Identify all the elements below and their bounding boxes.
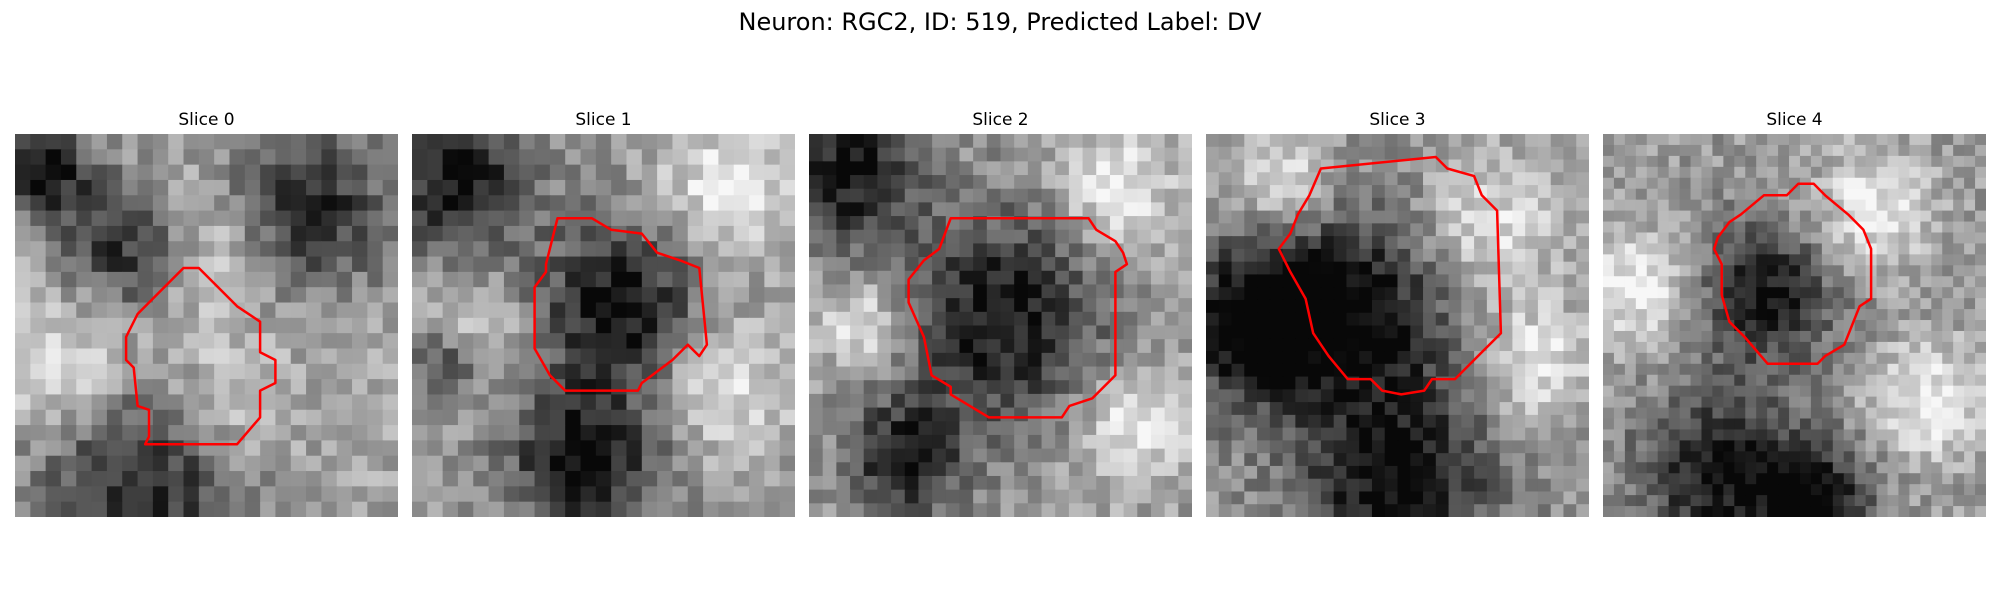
panel-slice-4	[1603, 134, 1986, 517]
panel-slice-3	[1206, 134, 1589, 517]
panel-slice-2	[809, 134, 1192, 517]
slice-0-image	[15, 134, 398, 517]
panel-slice-1	[412, 134, 795, 517]
panel-title-slice-0: Slice 0	[15, 110, 398, 130]
pixel-grid	[15, 134, 398, 517]
panel-title-slice-4: Slice 4	[1603, 110, 1986, 130]
slice-2-image	[809, 134, 1192, 517]
panel-title-slice-2: Slice 2	[809, 110, 1192, 130]
slice-4-image	[1603, 134, 1986, 517]
panel-title-slice-1: Slice 1	[412, 110, 795, 130]
panel-slice-0	[15, 134, 398, 517]
panel-title-slice-3: Slice 3	[1206, 110, 1589, 130]
pixel-grid	[412, 134, 795, 517]
slice-1-image	[412, 134, 795, 517]
pixel-grid	[1206, 134, 1589, 517]
pixel-grid	[1603, 134, 1986, 517]
slice-3-image	[1206, 134, 1589, 517]
pixel-grid	[809, 134, 1192, 517]
figure-title: Neuron: RGC2, ID: 519, Predicted Label: …	[0, 8, 2000, 36]
